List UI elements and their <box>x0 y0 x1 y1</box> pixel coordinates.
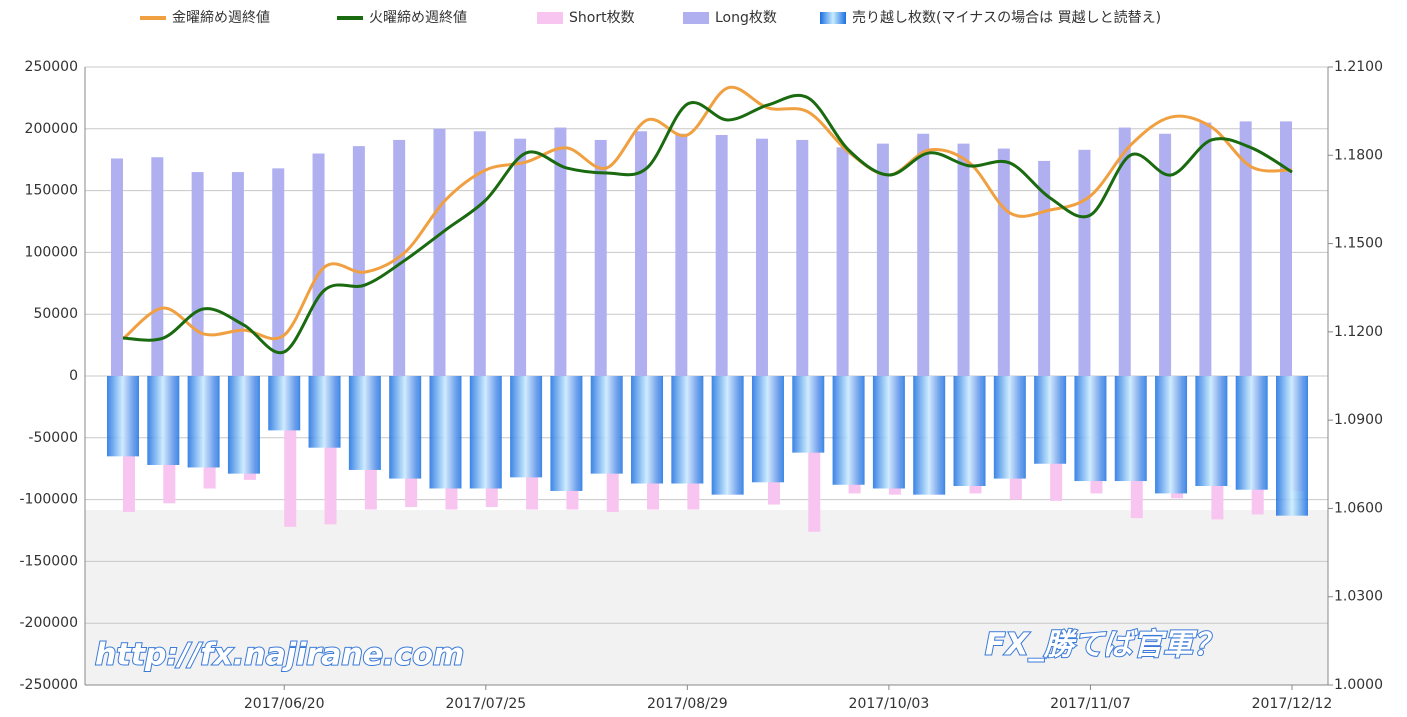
x-tick-label: 2017/08/29 <box>647 696 728 712</box>
x-tick-label: 2017/06/20 <box>244 696 325 712</box>
bar <box>1155 376 1188 494</box>
bar <box>1159 133 1172 376</box>
bar <box>308 376 341 448</box>
bar <box>953 376 986 487</box>
bar <box>1235 376 1268 490</box>
legend-swatch <box>820 12 846 24</box>
legend-label: 売り越し枚数(マイナスの場合は 買越しと読替え) <box>852 9 1161 26</box>
bar <box>107 376 139 457</box>
bar <box>917 133 930 376</box>
watermark: http://fx.najirane.com <box>95 638 464 673</box>
y2-tick-label: 1.0900 <box>1334 412 1383 428</box>
bar <box>715 134 728 376</box>
bar <box>268 376 301 431</box>
y2-tick-label: 1.1200 <box>1334 324 1383 340</box>
bar <box>1078 149 1091 376</box>
bar <box>796 139 809 376</box>
watermark: FX_勝てば官軍？ <box>985 628 1223 663</box>
x-tick-label: 2017/12/12 <box>1252 696 1333 712</box>
bar <box>635 131 648 376</box>
bar <box>631 376 664 484</box>
bar <box>594 139 607 376</box>
legend-swatch <box>683 12 709 24</box>
x-tick-label: 2017/11/07 <box>1050 696 1131 712</box>
y-tick-label: 250000 <box>25 59 78 75</box>
line-series <box>122 85 1293 341</box>
bar <box>1118 127 1131 377</box>
bar <box>352 146 365 376</box>
bar <box>147 376 180 465</box>
bar <box>1199 122 1212 377</box>
y-tick-label: -100000 <box>20 492 79 508</box>
bar <box>913 376 946 495</box>
bar <box>671 376 704 484</box>
bar <box>836 147 849 376</box>
bar <box>151 157 164 376</box>
bar <box>510 376 543 478</box>
y2-tick-label: 1.0300 <box>1334 589 1383 605</box>
bar <box>312 153 325 376</box>
bar <box>191 172 204 376</box>
x-tick-label: 2017/10/03 <box>849 696 930 712</box>
bar <box>1280 121 1292 376</box>
bar <box>590 376 623 474</box>
y-tick-label: -50000 <box>28 430 78 446</box>
legend-label: 金曜締め週終値 <box>172 9 270 26</box>
bar <box>1038 160 1051 376</box>
bar <box>389 376 422 479</box>
y-tick-label: 200000 <box>25 121 78 137</box>
bar <box>550 376 583 491</box>
y-tick-label: 150000 <box>25 183 78 199</box>
y2-tick-label: 1.1800 <box>1334 147 1383 163</box>
y2-tick-label: 1.2100 <box>1334 59 1383 75</box>
bar <box>514 138 527 376</box>
bar <box>554 127 567 377</box>
bar <box>751 376 784 483</box>
bar <box>1074 376 1107 482</box>
legend-swatch <box>537 12 563 24</box>
bar <box>429 376 462 489</box>
bar <box>872 376 905 489</box>
y-tick-label: 100000 <box>25 244 78 260</box>
bar <box>1239 121 1252 376</box>
bar <box>231 172 244 376</box>
bar <box>993 376 1026 479</box>
bar <box>272 168 285 376</box>
bar <box>876 143 889 376</box>
bar <box>675 133 688 376</box>
plot-shade <box>85 510 1328 685</box>
y-tick-label: -150000 <box>20 553 79 569</box>
bar <box>348 376 381 470</box>
bar <box>792 376 825 453</box>
bar <box>832 376 865 485</box>
bar <box>187 376 220 468</box>
bar <box>1276 376 1308 516</box>
bar <box>997 148 1010 376</box>
y2-tick-label: 1.0600 <box>1334 500 1383 516</box>
bar <box>469 376 502 489</box>
bar <box>473 131 486 376</box>
bar <box>755 138 768 376</box>
bar <box>1034 376 1067 464</box>
x-tick-label: 2017/07/25 <box>445 696 526 712</box>
y-tick-label: -250000 <box>20 677 79 693</box>
y2-tick-label: 1.1500 <box>1334 236 1383 252</box>
bar <box>227 376 260 474</box>
y-tick-label: 50000 <box>33 306 78 322</box>
line-series <box>122 93 1293 355</box>
legend-label: 火曜締め週終値 <box>369 9 467 26</box>
legend-label: Short枚数 <box>569 10 635 26</box>
bar <box>1114 376 1147 482</box>
y-tick-label: -200000 <box>20 615 79 631</box>
bar <box>433 128 446 376</box>
bar <box>111 158 123 376</box>
y-tick-label: 0 <box>69 368 78 384</box>
bar <box>1195 376 1228 487</box>
y2-tick-label: 1.0000 <box>1334 677 1383 693</box>
bar <box>957 143 970 376</box>
bar <box>711 376 744 495</box>
legend-label: Long枚数 <box>715 10 777 26</box>
